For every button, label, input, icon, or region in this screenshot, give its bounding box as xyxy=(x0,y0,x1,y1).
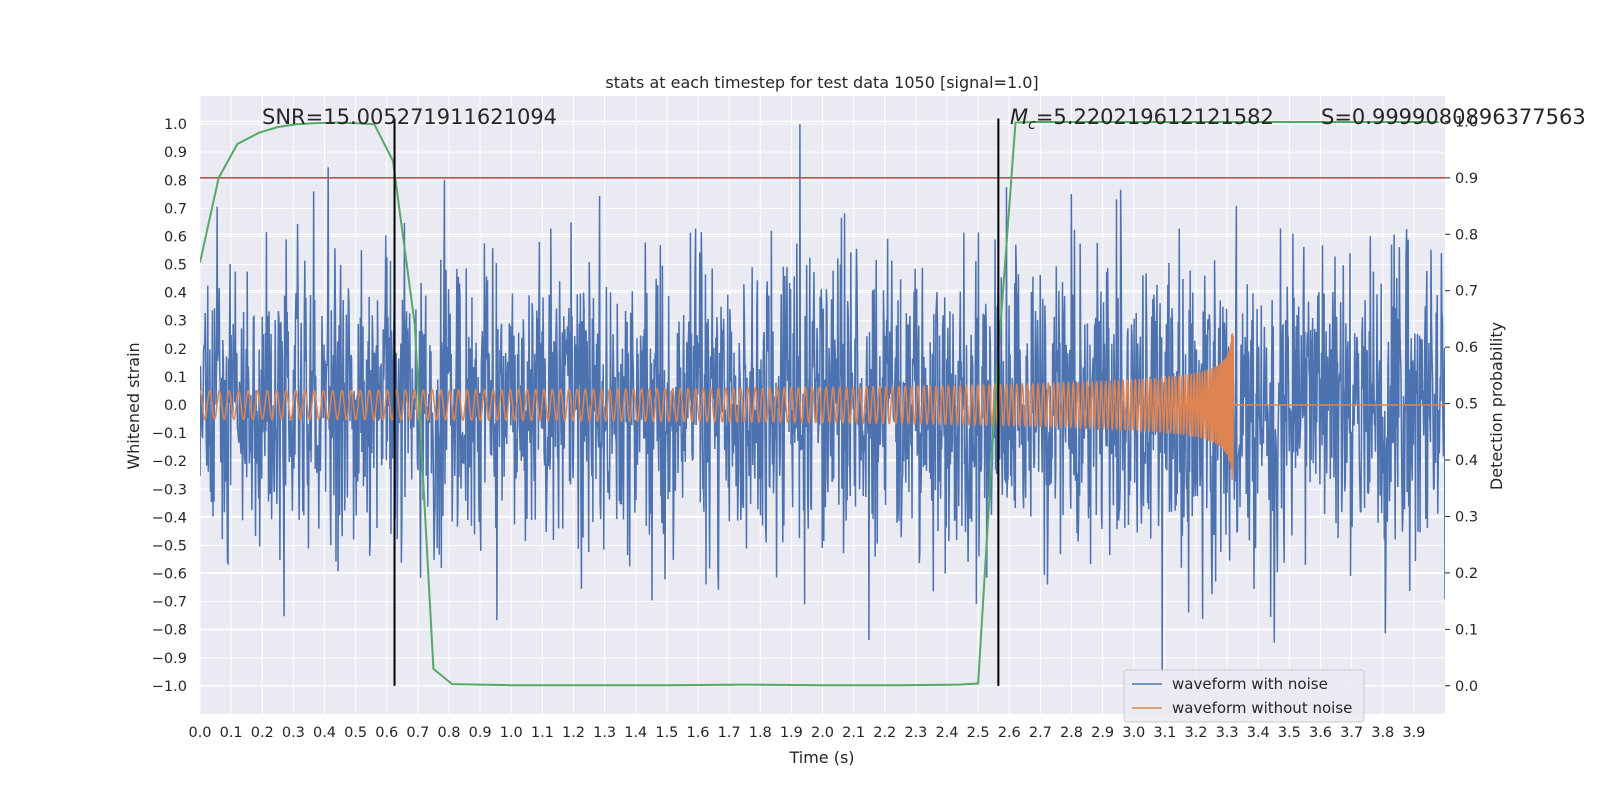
series-detection-probability xyxy=(200,120,1439,687)
x-tick-label: 1.1 xyxy=(531,725,554,741)
y-tick-label: 0.3 xyxy=(164,314,187,330)
x-tick-label: 3.6 xyxy=(1309,725,1332,741)
x-tick-label: 0.5 xyxy=(344,725,367,741)
chart-title: stats at each timestep for test data 105… xyxy=(605,73,1038,92)
x-tick-label: 2.3 xyxy=(904,725,927,741)
y-tick-label: −0.5 xyxy=(152,538,187,554)
chirp-mass-subscript: c xyxy=(1028,117,1036,133)
y2-tick-label: 0.0 xyxy=(1455,679,1478,695)
x-tick-label: 1.6 xyxy=(686,725,709,741)
series-waveform-with-noise xyxy=(200,124,1445,673)
x-axis-ticks: 0.0 0.1 0.2 0.3 0.4 0.5 0.6 0.7 0.8 0.9 1.0 1.1 1.2 1… xyxy=(188,725,1425,741)
y2-tick-label: 0.9 xyxy=(1455,171,1478,187)
legend-label-noise: waveform with noise xyxy=(1172,675,1328,693)
series-layer xyxy=(200,120,1445,687)
x-tick-label: 1.4 xyxy=(624,725,647,741)
x-tick-label: 0.4 xyxy=(313,725,336,741)
x-tick-label: 3.0 xyxy=(1122,725,1145,741)
x-tick-label: 3.1 xyxy=(1153,725,1176,741)
y-tick-label: −0.9 xyxy=(152,651,187,667)
y-tick-label: 1.0 xyxy=(164,117,187,133)
y-tick-label: 0.1 xyxy=(164,370,187,386)
x-tick-label: 3.8 xyxy=(1371,725,1394,741)
y-tick-label: 0.8 xyxy=(164,173,187,189)
snr-annotation: SNR=15.005271911621094 xyxy=(262,105,557,129)
y2-tick-label: 0.6 xyxy=(1455,340,1478,356)
x-tick-label: 3.5 xyxy=(1278,725,1301,741)
chirp-mass-symbol: M xyxy=(1010,105,1028,129)
x-tick-label: 3.2 xyxy=(1184,725,1207,741)
y-tick-label: −0.2 xyxy=(152,454,187,470)
y-tick-label: −0.4 xyxy=(152,510,187,526)
x-tick-label: 2.5 xyxy=(967,725,990,741)
y-tick-label: 0.7 xyxy=(164,201,187,217)
y2-tick-label: 0.2 xyxy=(1455,566,1478,582)
x-tick-label: 1.2 xyxy=(562,725,585,741)
x-tick-label: 1.0 xyxy=(500,725,523,741)
x-tick-label: 0.0 xyxy=(188,725,211,741)
y-axis-ticks: 1.0 0.9 0.8 0.7 0.6 0.5 0.4 0.3 0.2 0.1 0.0 −0.1 −0.… xyxy=(152,117,187,695)
x-tick-label: 0.8 xyxy=(437,725,460,741)
significance-annotation: S=0.9999080896377563 xyxy=(1321,105,1586,129)
x-tick-label: 2.1 xyxy=(842,725,865,741)
y-tick-label: 0.2 xyxy=(164,342,187,358)
y-axis-label: Whitened strain xyxy=(124,342,143,469)
x-tick-label: 3.3 xyxy=(1216,725,1239,741)
x-tick-label: 1.7 xyxy=(718,725,741,741)
y2-tick-label: 0.8 xyxy=(1455,227,1478,243)
x-tick-label: 1.5 xyxy=(655,725,678,741)
y2-tick-label: 0.5 xyxy=(1455,397,1478,413)
y2-tick-label: 0.1 xyxy=(1455,622,1478,638)
x-tick-label: 2.2 xyxy=(873,725,896,741)
x-axis-label: Time (s) xyxy=(788,748,854,767)
x-tick-label: 3.4 xyxy=(1247,725,1270,741)
x-tick-label: 3.7 xyxy=(1340,725,1363,741)
y2-tick-label: 0.7 xyxy=(1455,284,1478,300)
y2-axis-label: Detection probability xyxy=(1487,322,1506,490)
vertical-markers xyxy=(393,118,1000,686)
legend: waveform with noise waveform without noi… xyxy=(1123,669,1365,723)
x-tick-label: 2.0 xyxy=(811,725,834,741)
x-tick-label: 2.4 xyxy=(935,725,958,741)
x-tick-label: 0.9 xyxy=(469,725,492,741)
y-tick-label: 0.9 xyxy=(164,145,187,161)
x-tick-label: 1.3 xyxy=(593,725,616,741)
y-tick-label: −0.1 xyxy=(152,426,187,442)
y2-tick-label: 1.0 xyxy=(1455,114,1478,130)
y2-tick-label: 0.3 xyxy=(1455,509,1478,525)
y2-axis-ticks: 1.0 0.9 0.8 0.7 0.6 0.5 0.4 0.3 0.2 0.1 0.0 xyxy=(1445,114,1478,695)
y-tick-label: 0.5 xyxy=(164,258,187,274)
x-tick-label: 2.7 xyxy=(1029,725,1052,741)
x-tick-label: 0.2 xyxy=(251,725,274,741)
series-waveform-without-noise xyxy=(200,333,1445,480)
y-tick-label: −0.7 xyxy=(152,595,187,611)
x-tick-label: 2.9 xyxy=(1091,725,1114,741)
x-tick-label: 0.6 xyxy=(375,725,398,741)
x-tick-label: 3.9 xyxy=(1402,725,1425,741)
chirp-mass-annotation: Mc=5.220219612121582 xyxy=(1010,105,1274,133)
legend-label-clean: waveform without noise xyxy=(1172,699,1352,717)
y-tick-label: −1.0 xyxy=(152,679,187,695)
legend-box xyxy=(1123,669,1365,723)
x-tick-label: 0.3 xyxy=(282,725,305,741)
y-tick-label: 0.0 xyxy=(164,398,187,414)
x-tick-label: 0.7 xyxy=(406,725,429,741)
x-tick-label: 2.8 xyxy=(1060,725,1083,741)
chirp-mass-value: =5.220219612121582 xyxy=(1036,105,1274,129)
x-tick-label: 1.9 xyxy=(780,725,803,741)
y-tick-label: 0.4 xyxy=(164,286,187,302)
x-tick-label: 1.8 xyxy=(749,725,772,741)
y-tick-label: −0.8 xyxy=(152,623,187,639)
x-tick-label: 2.6 xyxy=(998,725,1021,741)
y2-tick-label: 0.4 xyxy=(1455,453,1478,469)
y-tick-label: 0.6 xyxy=(164,229,187,245)
y-tick-label: −0.3 xyxy=(152,482,187,498)
y-tick-label: −0.6 xyxy=(152,567,187,583)
x-tick-label: 0.1 xyxy=(220,725,243,741)
